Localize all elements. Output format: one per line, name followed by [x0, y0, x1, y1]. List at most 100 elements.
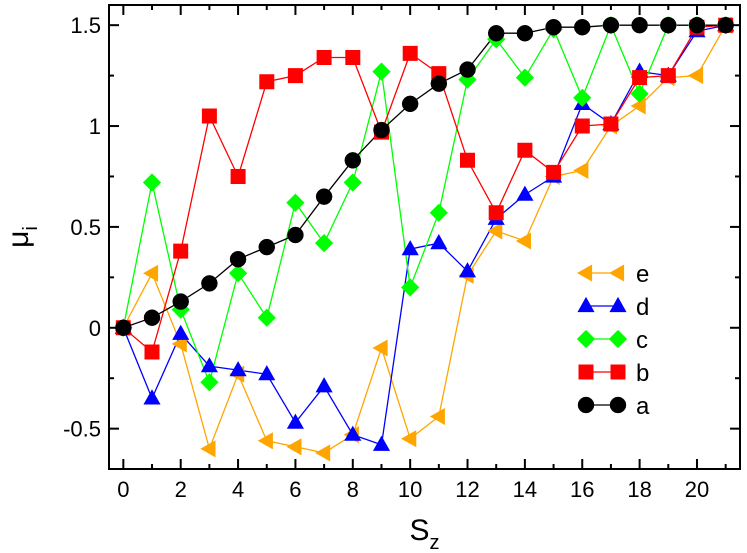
- series-d-point: [143, 389, 161, 405]
- series-c-point: [515, 68, 535, 87]
- series-c-point: [573, 88, 592, 107]
- series-a-point: [602, 16, 620, 34]
- legend-item-c: c: [576, 327, 648, 354]
- series-b-point: [488, 205, 504, 221]
- series-a-point: [660, 16, 677, 34]
- series-b-point: [517, 142, 533, 158]
- y-tick-label: 0.5: [70, 215, 101, 240]
- series-a-markers: [115, 16, 734, 337]
- series-b-point: [173, 243, 189, 259]
- legend-label: d: [636, 294, 649, 321]
- series-c-point: [429, 203, 448, 222]
- series-d-point: [172, 324, 190, 340]
- plot-lines: [122, 23, 727, 454]
- series-e-point: [401, 430, 417, 448]
- series-e-point: [171, 335, 187, 353]
- legend-marker: [610, 364, 626, 380]
- series-b-point: [287, 68, 303, 84]
- series-c-point: [314, 233, 334, 253]
- legend-label: b: [636, 360, 649, 387]
- series-b-point: [460, 152, 475, 168]
- series-a-point: [487, 24, 505, 42]
- legend-item-a: a: [577, 393, 650, 420]
- series-d-point: [430, 233, 448, 250]
- series-d-point: [315, 377, 333, 393]
- series-a-point: [430, 75, 448, 92]
- series-a-point: [258, 238, 275, 256]
- legend-label: e: [636, 261, 649, 288]
- series-e-line: [122, 24, 727, 454]
- legend-marker: [577, 296, 595, 313]
- plot-markers: [114, 16, 735, 462]
- y-tick-label: -0.5: [63, 417, 101, 442]
- legend-marker: [576, 264, 593, 282]
- series-b-point: [574, 118, 590, 134]
- series-d-point: [258, 365, 276, 381]
- x-tick-label: 12: [455, 477, 479, 502]
- series-e-point: [687, 67, 704, 85]
- series-e-point: [286, 438, 302, 456]
- series-e-point: [429, 407, 445, 426]
- series-a-point: [201, 275, 218, 292]
- x-axis-ticks: 0 2 4 6 8 10 12 14 16 18 20: [117, 5, 727, 502]
- series-b-point: [144, 344, 160, 360]
- x-tick-label: 14: [513, 477, 537, 502]
- series-b-line: [122, 24, 726, 354]
- series-d-point: [458, 262, 477, 278]
- y-tick-label: 0: [89, 316, 101, 341]
- series-d-point: [286, 413, 304, 429]
- series-b-point: [345, 50, 361, 65]
- series-c-line: [122, 23, 726, 385]
- series-b-point: [660, 68, 676, 84]
- series-c-point: [458, 70, 477, 89]
- series-a-point: [315, 188, 333, 205]
- y-axis-ticks: -0.5 0 0.5 1 1.5: [63, 13, 740, 442]
- legend-label: c: [636, 327, 648, 354]
- series-e-point: [573, 161, 589, 179]
- series-d-point: [200, 357, 218, 373]
- series-a-point: [688, 16, 706, 34]
- series-b-point: [201, 108, 217, 124]
- series-a-point: [172, 293, 189, 310]
- series-c-point: [200, 373, 219, 392]
- series-a-point: [344, 152, 362, 169]
- x-tick-label: 10: [398, 477, 422, 502]
- series-b-point: [230, 169, 246, 184]
- series-c-point: [228, 264, 248, 283]
- legend-item-d: d: [577, 294, 649, 321]
- x-tick-label: 8: [347, 477, 359, 502]
- series-b-point: [603, 116, 619, 132]
- x-tick-label: 20: [685, 477, 709, 502]
- y-tick-label: 1: [89, 114, 101, 139]
- x-tick-label: 6: [289, 477, 301, 502]
- x-tick-label: 18: [627, 477, 651, 502]
- series-d-point: [344, 425, 362, 441]
- x-axis-label: Sz: [409, 514, 439, 553]
- series-e-point: [487, 222, 503, 240]
- series-a-point: [631, 16, 648, 34]
- y-axis-label: μi: [2, 226, 42, 248]
- series-d-point: [516, 185, 534, 201]
- series-e-point: [315, 444, 331, 462]
- series-e-point: [630, 97, 646, 115]
- series-e-point: [372, 339, 388, 357]
- legend-marker: [609, 296, 627, 313]
- legend-marker: [577, 396, 595, 414]
- legend-label: a: [636, 393, 650, 420]
- series-b-point: [259, 74, 275, 90]
- x-tick-label: 2: [175, 477, 187, 502]
- series-c-point: [286, 193, 305, 212]
- series-c-point: [142, 173, 162, 192]
- series-b-point: [316, 50, 332, 65]
- series-c-point: [343, 173, 362, 192]
- series-a-point: [574, 18, 591, 36]
- series-c-point: [372, 62, 391, 81]
- series-a-point: [401, 95, 419, 113]
- x-tick-label: 4: [232, 477, 244, 502]
- series-a-point: [373, 121, 390, 139]
- legend-item-e: e: [576, 261, 649, 288]
- series-a-point: [516, 24, 534, 42]
- series-d-point: [229, 361, 247, 377]
